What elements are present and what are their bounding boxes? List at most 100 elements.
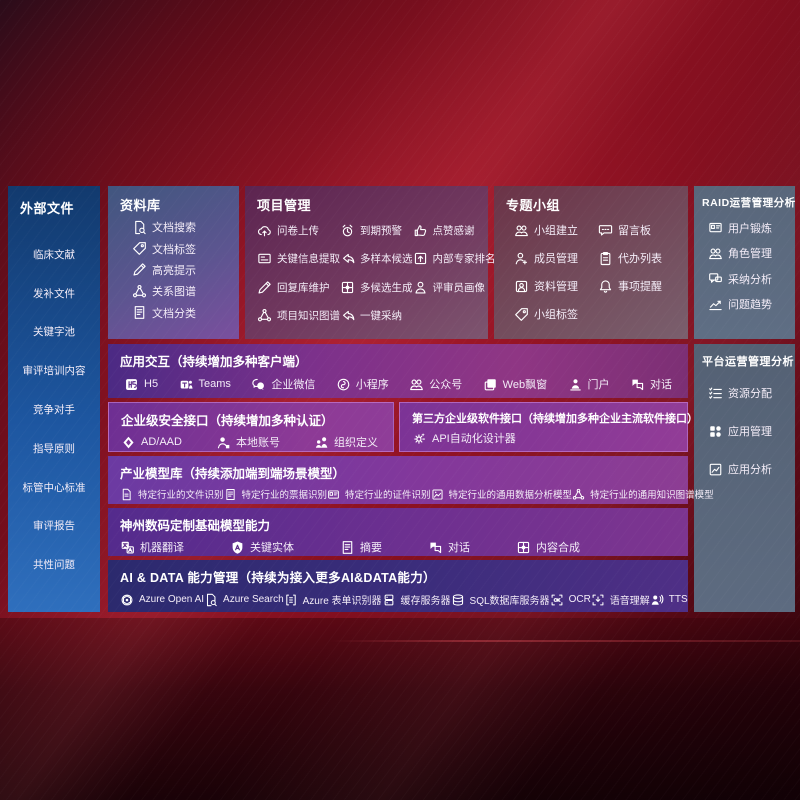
basemodel-item-row: 机器翻译 关键实体 摘要 对话 内容合成 bbox=[120, 539, 676, 555]
list-item[interactable]: 摘要 bbox=[340, 539, 382, 555]
material-manage-icon bbox=[514, 279, 529, 294]
list-item[interactable]: 小组建立 bbox=[514, 222, 598, 238]
role-manage-icon bbox=[708, 246, 723, 261]
sidebar-title: 外部文件 bbox=[20, 201, 75, 216]
item-label: 小组建立 bbox=[534, 225, 578, 237]
item-label: 机器翻译 bbox=[140, 542, 184, 554]
list-item[interactable]: 临床文献 bbox=[33, 247, 75, 262]
tts-icon bbox=[650, 593, 664, 607]
list-item[interactable]: Teams bbox=[179, 377, 231, 392]
list-item[interactable]: 资源分配 bbox=[708, 385, 791, 401]
local-account-icon bbox=[216, 435, 231, 450]
list-item[interactable]: 一键采纳 bbox=[340, 308, 413, 323]
list-item[interactable]: 竞争对手 bbox=[33, 402, 75, 417]
list-item[interactable]: 多样本候选 bbox=[340, 251, 413, 266]
desk-surface bbox=[0, 618, 800, 800]
list-item[interactable]: Azure 表单识别器 bbox=[284, 592, 382, 607]
list-item[interactable]: 多候选生成 bbox=[340, 280, 413, 295]
list-item[interactable]: 特定行业的通用知识图谱模型 bbox=[572, 487, 714, 501]
list-item[interactable]: 缓存服务器 bbox=[382, 592, 451, 607]
list-item[interactable]: 机器翻译 bbox=[120, 539, 184, 555]
list-item[interactable]: Azure Search bbox=[204, 593, 284, 607]
list-item[interactable]: H5 bbox=[124, 377, 158, 392]
list-item[interactable]: 门户 bbox=[568, 376, 610, 392]
list-item[interactable]: 文档搜索 bbox=[132, 219, 231, 235]
item-label: 企业微信 bbox=[271, 379, 316, 391]
list-item[interactable]: 成员管理 bbox=[514, 250, 598, 266]
list-item[interactable]: 项目知识图谱 bbox=[257, 308, 340, 323]
list-item[interactable]: API自动化设计器 bbox=[412, 430, 516, 446]
reminder-bell-icon bbox=[598, 279, 613, 294]
list-item[interactable]: 标管中心标准 bbox=[23, 480, 86, 495]
list-item[interactable]: 关键字池 bbox=[33, 324, 75, 339]
ocr-icon bbox=[550, 593, 564, 607]
list-item[interactable]: Web飘窗 bbox=[483, 376, 547, 392]
item-label: 小程序 bbox=[355, 379, 389, 391]
list-item[interactable]: 公众号 bbox=[409, 376, 462, 392]
list-item[interactable]: 特定行业的文件识别 bbox=[120, 487, 224, 501]
item-label: 共性问题 bbox=[33, 559, 75, 572]
raid-item-list: 用户锻炼角色管理采纳分析问题趋势 bbox=[702, 210, 791, 322]
list-item[interactable]: 语音理解 bbox=[591, 592, 650, 607]
file-recognition-icon bbox=[120, 488, 133, 501]
repository-item-list: 文档搜索文档标签高亮提示关系图谱文档分类 bbox=[120, 214, 231, 326]
list-item[interactable]: 指导原则 bbox=[33, 441, 75, 456]
list-item[interactable]: 到期预警 bbox=[340, 223, 413, 238]
list-item[interactable]: 应用管理 bbox=[708, 423, 791, 439]
list-item[interactable]: 对话 bbox=[630, 376, 672, 392]
org-define-icon bbox=[314, 435, 329, 450]
list-item[interactable]: 共性问题 bbox=[33, 557, 75, 572]
list-item[interactable]: 内容合成 bbox=[516, 539, 580, 555]
list-item[interactable]: 问卷上传 bbox=[257, 223, 340, 238]
list-item[interactable]: OCR bbox=[550, 593, 591, 607]
list-item[interactable]: 发补文件 bbox=[33, 286, 75, 301]
list-item[interactable]: 资料管理 bbox=[514, 278, 598, 294]
list-item[interactable]: 特定行业的证件识别 bbox=[327, 487, 431, 501]
list-item[interactable]: AD/AAD bbox=[121, 435, 182, 450]
item-label: 文档搜索 bbox=[152, 222, 196, 235]
list-item[interactable]: Azure Open AI bbox=[120, 593, 204, 607]
list-item[interactable]: 应用分析 bbox=[708, 461, 791, 477]
list-item[interactable]: 内部专家排名 bbox=[413, 251, 496, 266]
list-item[interactable]: 特定行业的通用数据分析模型 bbox=[431, 487, 573, 501]
cache-server-icon bbox=[382, 593, 396, 607]
item-label: 应用管理 bbox=[728, 426, 772, 438]
item-label: H5 bbox=[144, 378, 159, 390]
list-item[interactable]: 文档标签 bbox=[132, 241, 231, 257]
list-item[interactable]: 代办列表 bbox=[598, 250, 682, 266]
cloud-upload-icon bbox=[257, 223, 272, 238]
list-item[interactable]: 文档分类 bbox=[132, 305, 231, 321]
data-analysis-model-icon bbox=[431, 488, 444, 501]
list-item[interactable]: 高亮提示 bbox=[132, 262, 231, 278]
list-item[interactable]: 本地账号 bbox=[216, 434, 280, 450]
list-item[interactable]: 审评报告 bbox=[33, 518, 75, 533]
list-item[interactable]: 小程序 bbox=[336, 376, 389, 392]
list-item[interactable]: 问题趋势 bbox=[708, 296, 791, 312]
api-designer-icon bbox=[412, 431, 427, 446]
list-item[interactable]: 采纳分析 bbox=[708, 271, 791, 287]
item-label: 特定行业的通用数据分析模型 bbox=[448, 490, 573, 501]
list-item[interactable]: 特定行业的票据识别 bbox=[224, 487, 327, 501]
list-item[interactable]: 用户锻炼 bbox=[708, 220, 791, 236]
list-item[interactable]: TTS bbox=[650, 593, 688, 607]
azure-search-icon bbox=[204, 593, 218, 607]
list-item[interactable]: 关键实体 bbox=[230, 539, 294, 555]
list-item[interactable]: 评审员画像 bbox=[413, 280, 496, 295]
list-item[interactable]: 留言板 bbox=[598, 222, 682, 238]
list-item[interactable]: 事项提醒 bbox=[598, 278, 682, 294]
list-item[interactable]: 组织定义 bbox=[314, 434, 378, 450]
list-item[interactable]: 对话 bbox=[428, 539, 470, 555]
list-item[interactable]: 点赞感谢 bbox=[413, 223, 496, 238]
item-label: Azure Search bbox=[223, 594, 284, 605]
list-item[interactable]: 企业微信 bbox=[251, 376, 315, 392]
list-item[interactable]: SQL数据库服务器 bbox=[451, 592, 550, 607]
teams-icon bbox=[179, 377, 194, 392]
list-item[interactable]: 关系图谱 bbox=[132, 283, 231, 299]
list-item[interactable]: 关键信息提取 bbox=[257, 251, 340, 266]
item-label: 内容合成 bbox=[536, 542, 580, 554]
list-item[interactable]: 审评培训内容 bbox=[23, 363, 86, 378]
list-item[interactable]: 回复库维护 bbox=[257, 280, 340, 295]
list-item[interactable]: 小组标签 bbox=[514, 306, 598, 322]
list-item[interactable]: 角色管理 bbox=[708, 245, 791, 261]
